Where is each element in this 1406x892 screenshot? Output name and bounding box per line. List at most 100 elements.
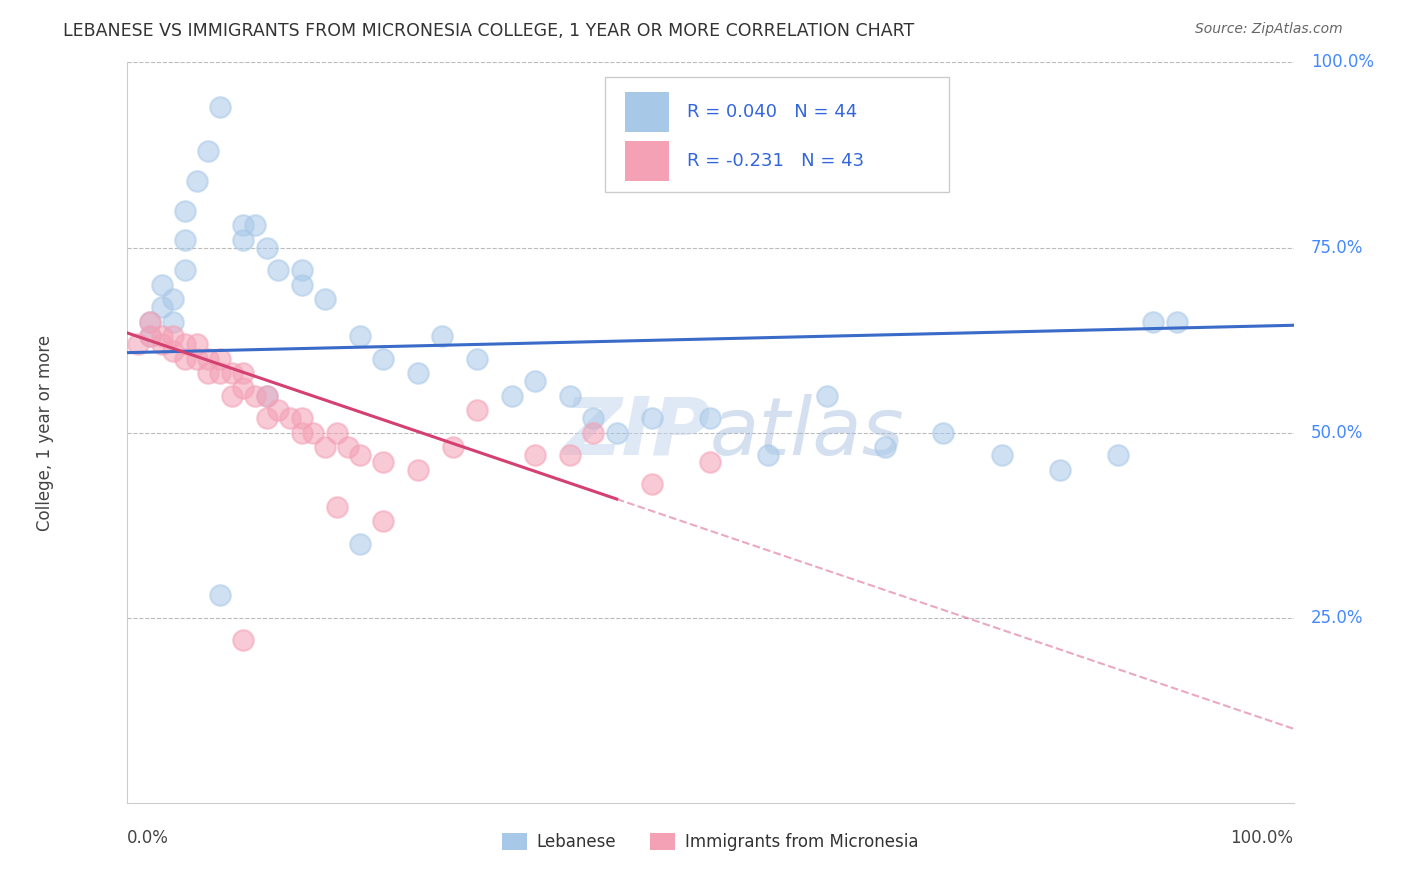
- Point: [349, 329, 371, 343]
- Point: [197, 351, 219, 366]
- Point: [1049, 462, 1071, 476]
- Point: [990, 448, 1012, 462]
- Point: [699, 455, 721, 469]
- Point: [197, 367, 219, 381]
- Point: [756, 448, 779, 462]
- Bar: [624, 141, 669, 181]
- Point: [232, 632, 254, 647]
- Point: [373, 515, 395, 529]
- Point: [523, 448, 546, 462]
- Point: [256, 240, 278, 255]
- Point: [162, 314, 184, 328]
- Point: [221, 388, 243, 402]
- Point: [267, 403, 290, 417]
- Point: [162, 293, 184, 307]
- Point: [150, 300, 173, 314]
- Point: [256, 388, 278, 402]
- Point: [349, 536, 371, 550]
- Point: [290, 410, 312, 425]
- Point: [150, 336, 173, 351]
- Point: [290, 262, 312, 277]
- Legend: Lebanese, Immigrants from Micronesia: Lebanese, Immigrants from Micronesia: [495, 826, 925, 857]
- Point: [267, 262, 290, 277]
- Point: [465, 351, 488, 366]
- Point: [174, 203, 197, 218]
- Point: [290, 277, 312, 292]
- Point: [465, 403, 488, 417]
- Point: [243, 388, 266, 402]
- Text: 75.0%: 75.0%: [1310, 238, 1364, 257]
- Point: [150, 329, 173, 343]
- Point: [558, 448, 581, 462]
- Point: [290, 425, 312, 440]
- Point: [314, 441, 336, 455]
- Point: [1166, 314, 1188, 328]
- Point: [408, 367, 430, 381]
- FancyBboxPatch shape: [605, 78, 949, 192]
- Point: [325, 425, 347, 440]
- Point: [174, 233, 197, 247]
- Point: [232, 367, 254, 381]
- Point: [699, 410, 721, 425]
- Point: [302, 425, 325, 440]
- Point: [932, 425, 955, 440]
- Point: [174, 262, 197, 277]
- Text: R = 0.040   N = 44: R = 0.040 N = 44: [686, 103, 856, 121]
- Point: [232, 219, 254, 233]
- Point: [232, 381, 254, 395]
- Text: College, 1 year or more: College, 1 year or more: [35, 334, 53, 531]
- Point: [150, 277, 173, 292]
- Text: 25.0%: 25.0%: [1310, 608, 1364, 627]
- Point: [162, 329, 184, 343]
- Point: [1142, 314, 1164, 328]
- Point: [127, 336, 149, 351]
- Point: [1108, 448, 1130, 462]
- Text: ZIP: ZIP: [562, 393, 710, 472]
- Point: [523, 374, 546, 388]
- Point: [174, 336, 197, 351]
- Point: [373, 455, 395, 469]
- Point: [875, 441, 897, 455]
- Point: [139, 314, 162, 328]
- Point: [243, 219, 266, 233]
- Point: [325, 500, 347, 514]
- Text: Source: ZipAtlas.com: Source: ZipAtlas.com: [1195, 22, 1343, 37]
- Point: [139, 329, 162, 343]
- Point: [139, 329, 162, 343]
- Point: [256, 388, 278, 402]
- Text: atlas: atlas: [710, 393, 905, 472]
- Point: [162, 344, 184, 359]
- Text: 0.0%: 0.0%: [127, 829, 169, 847]
- Point: [208, 351, 231, 366]
- Point: [815, 388, 838, 402]
- Point: [174, 351, 197, 366]
- Point: [208, 589, 231, 603]
- Point: [186, 351, 208, 366]
- Point: [208, 367, 231, 381]
- Point: [186, 174, 208, 188]
- Point: [314, 293, 336, 307]
- Point: [256, 410, 278, 425]
- Bar: [624, 92, 669, 132]
- Point: [278, 410, 301, 425]
- Point: [606, 425, 628, 440]
- Point: [208, 100, 231, 114]
- Point: [373, 351, 395, 366]
- Text: LEBANESE VS IMMIGRANTS FROM MICRONESIA COLLEGE, 1 YEAR OR MORE CORRELATION CHART: LEBANESE VS IMMIGRANTS FROM MICRONESIA C…: [63, 22, 914, 40]
- Point: [582, 425, 605, 440]
- Point: [232, 233, 254, 247]
- Text: 50.0%: 50.0%: [1310, 424, 1364, 442]
- Point: [221, 367, 243, 381]
- Point: [441, 441, 464, 455]
- Point: [501, 388, 523, 402]
- Point: [197, 145, 219, 159]
- Point: [641, 410, 664, 425]
- Point: [408, 462, 430, 476]
- Point: [349, 448, 371, 462]
- Point: [641, 477, 664, 491]
- Point: [582, 410, 605, 425]
- Point: [430, 329, 453, 343]
- Text: 100.0%: 100.0%: [1310, 54, 1374, 71]
- Text: R = -0.231   N = 43: R = -0.231 N = 43: [686, 152, 863, 169]
- Point: [558, 388, 581, 402]
